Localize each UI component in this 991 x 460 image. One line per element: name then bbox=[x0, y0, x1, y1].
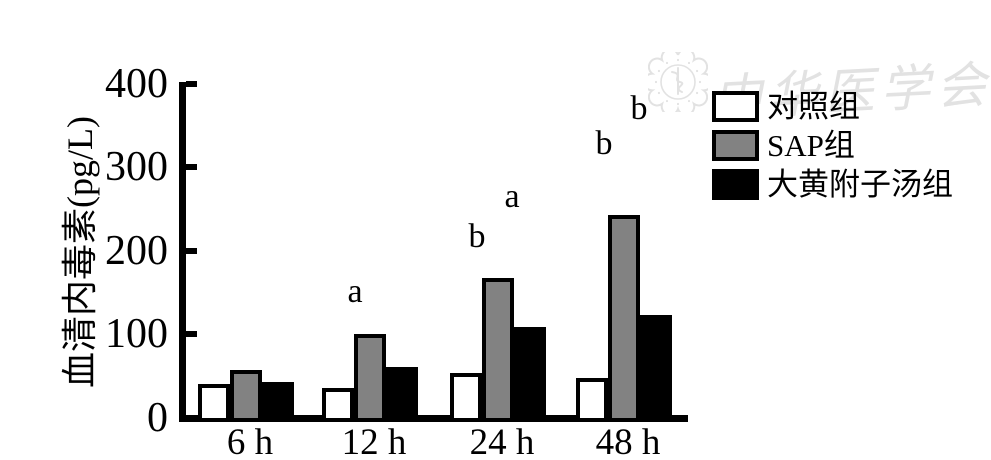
significance-letter: a bbox=[504, 178, 520, 215]
significance-letter: b bbox=[630, 90, 648, 127]
significance-letter: a bbox=[347, 273, 363, 310]
x-axis-line bbox=[179, 415, 688, 422]
y-tick-label: 400 bbox=[105, 60, 168, 107]
legend: 对照组 SAP组大黄附子汤组 bbox=[712, 91, 953, 200]
legend-swatch-icon bbox=[712, 130, 759, 161]
medical-association-seal-icon bbox=[648, 52, 708, 112]
bar-大黄附子汤组-12 h bbox=[386, 367, 418, 418]
y-tick-mark bbox=[186, 247, 197, 254]
bar-SAP组-12 h bbox=[354, 334, 386, 418]
y-tick-mark bbox=[186, 164, 197, 171]
legend-label: 对照组 bbox=[767, 89, 860, 124]
y-tick-mark bbox=[186, 331, 197, 338]
bar-SAP组-48 h bbox=[608, 215, 640, 418]
legend-label: 大黄附子汤组 bbox=[767, 167, 953, 202]
bar-对照组-12 h bbox=[322, 388, 354, 418]
legend-label: SAP组 bbox=[767, 128, 855, 163]
bar-大黄附子汤组-24 h bbox=[514, 327, 546, 418]
bar-对照组-24 h bbox=[450, 373, 482, 418]
bar-SAP组-6 h bbox=[230, 370, 262, 418]
y-tick-label: 0 bbox=[147, 395, 168, 441]
x-category-label: 48 h bbox=[595, 422, 661, 460]
significance-letter: b bbox=[468, 218, 486, 255]
y-tick-label: 100 bbox=[105, 311, 168, 358]
bar-对照组-48 h bbox=[576, 378, 608, 418]
legend-swatch-icon bbox=[712, 91, 759, 122]
y-tick-mark bbox=[186, 80, 197, 87]
y-tick-mark bbox=[186, 415, 197, 421]
legend-swatch-icon bbox=[712, 169, 759, 200]
y-tick-label: 300 bbox=[105, 144, 168, 191]
bar-大黄附子汤组-48 h bbox=[640, 315, 672, 418]
bar-大黄附子汤组-6 h bbox=[262, 382, 294, 418]
y-tick-label: 200 bbox=[105, 227, 168, 274]
bar-SAP组-24 h bbox=[482, 278, 514, 418]
x-category-label: 24 h bbox=[469, 422, 535, 460]
legend-row: SAP组 bbox=[712, 130, 953, 161]
significance-letter: b bbox=[595, 125, 613, 162]
x-category-label: 12 h bbox=[341, 422, 407, 460]
bar-对照组-6 h bbox=[198, 384, 230, 418]
legend-row: 大黄附子汤组 bbox=[712, 169, 953, 200]
legend-row: 对照组 bbox=[712, 91, 953, 122]
y-axis-line bbox=[179, 82, 186, 421]
x-category-label: 6 h bbox=[226, 422, 274, 460]
